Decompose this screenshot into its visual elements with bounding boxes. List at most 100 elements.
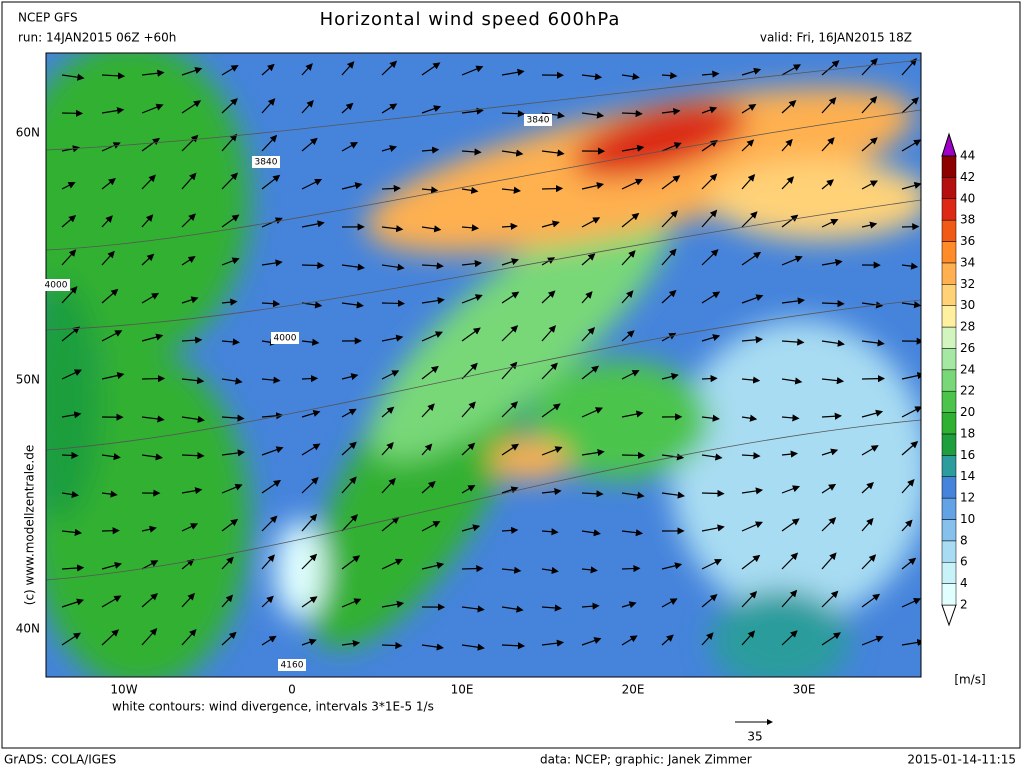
wind-arrow (261, 98, 276, 114)
wind-arrow (621, 109, 643, 118)
lat-label: 50N (16, 373, 40, 387)
wind-arrow (341, 142, 358, 152)
wind-arrow (261, 174, 281, 190)
wind-arrow (621, 635, 638, 646)
wind-arrow (221, 377, 243, 385)
footer-center: data: NCEP; graphic: Janek Zimmer (540, 753, 752, 767)
wind-arrow (181, 213, 196, 228)
wind-arrow (221, 518, 239, 532)
wind-arrow (221, 172, 239, 190)
wind-arrow (541, 446, 563, 456)
wind-arrow (781, 255, 803, 266)
colorbar-label: 28 (960, 320, 975, 334)
wind-arrow (661, 142, 682, 152)
wind-arrow (821, 590, 839, 608)
wind-arrow (501, 68, 525, 76)
wind-arrow (741, 251, 762, 266)
wind-arrow (421, 62, 441, 76)
colorbar-label: 24 (960, 362, 975, 376)
wind-arrow (261, 217, 283, 228)
colorbar-band (941, 177, 957, 200)
wind-arrow (61, 326, 80, 342)
wind-arrow (501, 222, 518, 231)
wind-arrow (461, 327, 481, 342)
wind-arrow (661, 107, 681, 116)
wind-arrow (421, 146, 440, 154)
colorbar-label: 4 (960, 576, 968, 590)
wind-arrow (821, 97, 837, 114)
wind-arrow (181, 628, 197, 646)
wind-arrow (381, 641, 403, 650)
wind-arrow (581, 182, 605, 190)
wind-arrow (501, 526, 519, 534)
wind-arrow (661, 598, 678, 608)
wind-arrow (701, 374, 718, 383)
colorbar-band (941, 241, 957, 264)
wind-arrow (421, 443, 433, 456)
wind-arrow (421, 403, 435, 418)
wind-arrow (381, 441, 394, 456)
note: white contours: wind divergence, interva… (112, 700, 434, 714)
wind-arrow (461, 643, 485, 651)
wind-arrow (661, 248, 677, 266)
wind-arrow (741, 521, 763, 532)
wind-arrow (181, 134, 199, 152)
wind-arrow (61, 564, 85, 572)
wind-arrow (221, 298, 238, 306)
wind-arrow (581, 253, 596, 266)
wind-arrow (61, 451, 79, 460)
wind-arrow (421, 225, 442, 233)
wind-arrow (741, 452, 761, 460)
wind-arrow (621, 144, 645, 152)
wind-arrow (661, 332, 677, 342)
colorbar-band (941, 476, 957, 499)
wind-arrow (741, 174, 756, 190)
wind-arrow (421, 186, 439, 194)
wind-arrow (141, 103, 164, 114)
wind-arrow (901, 301, 921, 309)
colorbar-label: 34 (960, 255, 975, 269)
wind-arrow (861, 301, 884, 309)
wind-arrow (221, 556, 234, 570)
colorbar-band (941, 390, 957, 413)
wind-arrow (421, 331, 443, 342)
wind-arrow (61, 411, 82, 419)
wind-arrow (341, 598, 362, 608)
wind-arrow (861, 554, 877, 570)
wind-arrow (621, 451, 646, 459)
wind-arrow (901, 97, 919, 114)
wind-arrow (261, 479, 282, 494)
contour-label: 3840 (527, 116, 550, 126)
wind-arrow (61, 632, 81, 646)
wind-arrow (661, 289, 677, 304)
wind-arrow (341, 476, 357, 494)
wind-arrow (181, 415, 205, 423)
wind-arrow (661, 562, 683, 570)
wind-arrow (61, 369, 82, 380)
wind-arrow (661, 175, 681, 190)
contour-label-bg (524, 114, 552, 126)
colorbar-band (941, 305, 957, 328)
wind-arrow (621, 290, 634, 304)
wind-arrow (541, 488, 562, 496)
wind-arrow (141, 69, 165, 77)
wind-arrow (581, 637, 602, 646)
wind-arrow (221, 64, 239, 76)
wind-arrow (141, 627, 158, 646)
wind-arrow (181, 523, 199, 532)
wind-arrow (301, 477, 319, 494)
wind-arrow (381, 225, 404, 233)
wind-arrow (861, 635, 884, 646)
wind-arrow (821, 259, 843, 267)
wind-arrow (381, 334, 404, 342)
colorbar-band (941, 561, 957, 584)
wind-arrow (101, 72, 126, 80)
wind-arrow (381, 60, 398, 76)
wind-arrow (461, 401, 476, 418)
wind-arrow (181, 377, 205, 385)
wind-arrow (381, 600, 405, 608)
wind-arrow (301, 374, 319, 383)
wind-arrow (741, 211, 758, 228)
wind-arrow (181, 452, 205, 460)
wind-arrow (421, 480, 436, 494)
